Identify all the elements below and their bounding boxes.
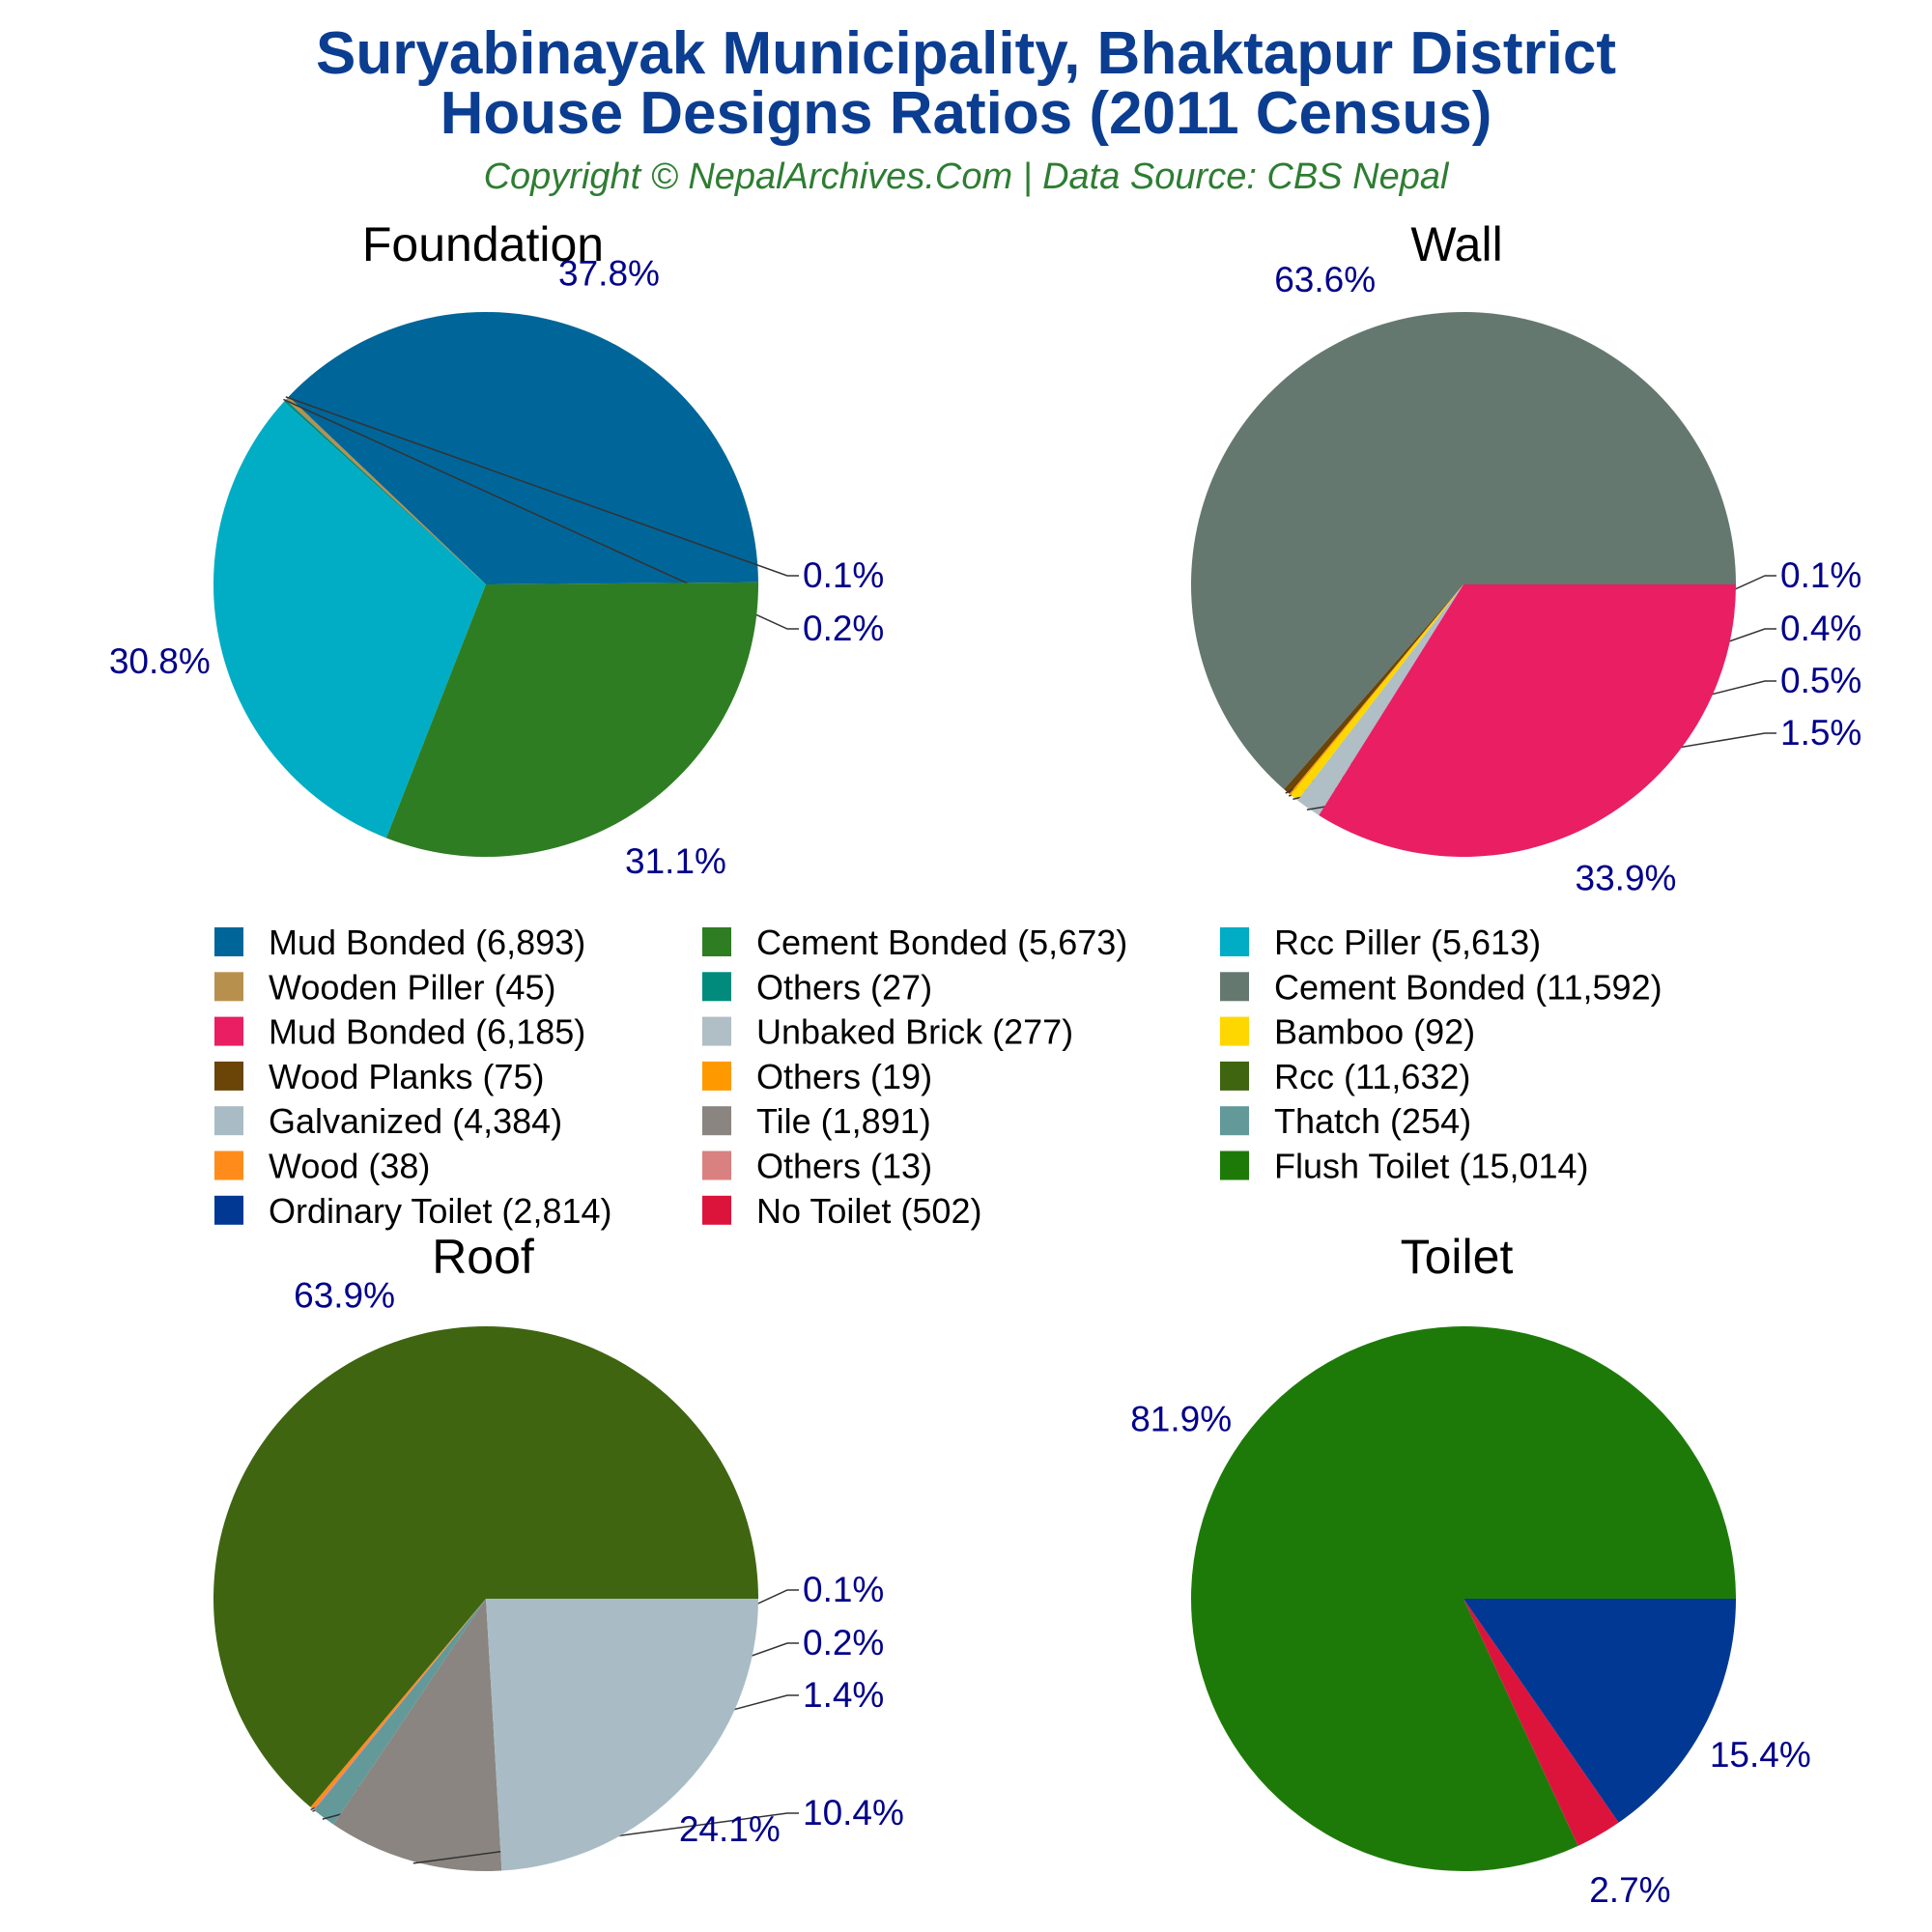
slice-label-foundation-rcc-piller: 30.8% bbox=[109, 641, 211, 681]
legend: Mud Bonded (6,893) Cement Bonded (5,673) R… bbox=[214, 923, 1662, 1231]
slice-label-wall-others: 0.4% bbox=[1780, 609, 1861, 648]
legend-swatch bbox=[214, 1061, 243, 1091]
legend-swatch bbox=[702, 1151, 731, 1180]
legend-swatch bbox=[1220, 1016, 1249, 1046]
chart-title-line2: House Designs Ratios (2011 Census) bbox=[440, 80, 1492, 147]
legend-item-label: Unbaked Brick (277) bbox=[756, 1012, 1073, 1052]
slice-label-wall-wood-planks: 0.1% bbox=[1780, 555, 1861, 595]
legend-item-label: Rcc Piller (5,613) bbox=[1274, 923, 1541, 962]
pie-slice-toilet-flush-toilet bbox=[1190, 1326, 1736, 1872]
legend-item-label: Wood (38) bbox=[269, 1147, 430, 1186]
slice-label-wall-bamboo: 0.5% bbox=[1780, 661, 1861, 700]
pie-slice-foundation-rcc-piller bbox=[213, 401, 486, 838]
pie-title-wall: Wall bbox=[1410, 217, 1502, 271]
pie-slice-foundation-cement-bonded bbox=[385, 582, 758, 857]
pie-slice-roof-others bbox=[313, 1599, 486, 1810]
slice-label-roof-tile: 10.4% bbox=[803, 1793, 904, 1833]
legend-swatch bbox=[1220, 972, 1249, 1002]
pie-slice-foundation-wooden-piller bbox=[285, 396, 486, 584]
legend-item-label: Mud Bonded (6,185) bbox=[269, 1012, 585, 1052]
legend-swatch bbox=[702, 1195, 731, 1225]
slice-label-foundation-others: 0.2% bbox=[803, 609, 884, 648]
pie-slice-wall-cement-bonded bbox=[1190, 312, 1736, 790]
pie-slice-toilet-ordinary-toilet bbox=[1463, 1599, 1736, 1823]
pie-title-foundation: Foundation bbox=[362, 217, 604, 271]
legend-item-label: Others (19) bbox=[756, 1057, 932, 1096]
chart-title-line1: Suryabinayak Municipality, Bhaktapur Dis… bbox=[316, 20, 1616, 87]
legend-swatch bbox=[214, 927, 243, 956]
legend-item-label: Others (27) bbox=[756, 967, 932, 1007]
chart-subtitle: Copyright © NepalArchives.Com | Data Sou… bbox=[484, 156, 1450, 197]
pie-slice-wall-bamboo bbox=[1291, 584, 1463, 801]
legend-swatch bbox=[1220, 1106, 1249, 1136]
pie-slice-roof-rcc bbox=[213, 1325, 758, 1807]
legend-item-label: Ordinary Toilet (2,814) bbox=[269, 1191, 612, 1231]
slice-label-toilet-ordinary-toilet: 15.4% bbox=[1710, 1735, 1811, 1775]
legend-item-label: Tile (1,891) bbox=[756, 1101, 931, 1141]
slice-label-roof-thatch: 1.4% bbox=[803, 1675, 884, 1715]
pie-slice-wall-mud-bonded bbox=[1319, 584, 1736, 857]
pie-slice-foundation-others bbox=[283, 399, 486, 584]
legend-swatch bbox=[1220, 1061, 1249, 1091]
pie-slice-wall-others bbox=[1289, 584, 1463, 796]
legend-swatch bbox=[702, 927, 731, 956]
legend-swatch bbox=[702, 972, 731, 1002]
legend-item-label: Galvanized (4,384) bbox=[269, 1101, 562, 1141]
legend-swatch bbox=[214, 1016, 243, 1046]
slice-label-roof-wood: 0.1% bbox=[803, 1570, 884, 1609]
legend-item-label: Bamboo (92) bbox=[1274, 1012, 1475, 1052]
slice-label-wall-unbaked-brick: 1.5% bbox=[1780, 713, 1861, 753]
legend-swatch bbox=[214, 1151, 243, 1180]
callout-line-foundation-others bbox=[283, 398, 799, 630]
pie-foundation: Foundation 37.8% 0.1% 0.2% 30.8% 31.1% bbox=[109, 217, 885, 881]
legend-swatch bbox=[1220, 1151, 1249, 1180]
callout-line-foundation-wooden-piller bbox=[285, 396, 799, 577]
legend-item-label: Cement Bonded (11,592) bbox=[1274, 967, 1662, 1007]
legend-swatch bbox=[214, 1195, 243, 1225]
legend-swatch bbox=[214, 1106, 243, 1136]
legend-item-label: Cement Bonded (5,673) bbox=[756, 923, 1127, 962]
slice-label-toilet-no-toilet: 2.7% bbox=[1589, 1870, 1670, 1910]
pie-slice-wall-wood-planks bbox=[1284, 584, 1463, 794]
legend-item-label: No Toilet (502) bbox=[756, 1191, 981, 1231]
pie-slice-roof-thatch bbox=[314, 1599, 486, 1825]
pie-toilet: Toilet 81.9% 2.7% 15.4% bbox=[1130, 1230, 1811, 1910]
legend-item-label: Mud Bonded (6,893) bbox=[269, 923, 585, 962]
slice-label-roof-rcc: 63.9% bbox=[294, 1276, 395, 1316]
legend-item-label: Others (13) bbox=[756, 1147, 932, 1186]
slice-label-foundation-wooden-piller: 0.1% bbox=[803, 555, 884, 595]
pie-slice-wall-unbaked-brick bbox=[1297, 584, 1463, 815]
legend-swatch bbox=[702, 1016, 731, 1046]
pie-wall: Wall 63.6% 0.1% 0.4% 0.5% 1.5% 33.9% bbox=[1190, 217, 1861, 898]
slice-label-foundation-cement-bonded: 31.1% bbox=[625, 841, 726, 881]
pie-slice-roof-wood bbox=[310, 1599, 486, 1810]
legend-item-label: Wooden Piller (45) bbox=[269, 967, 555, 1007]
legend-item-label: Thatch (254) bbox=[1274, 1101, 1471, 1141]
slice-label-wall-cement-bonded: 63.6% bbox=[1274, 260, 1376, 299]
slice-label-roof-others: 0.2% bbox=[803, 1623, 884, 1662]
legend-item-label: Wood Planks (75) bbox=[269, 1057, 544, 1096]
legend-swatch bbox=[1220, 927, 1249, 956]
slice-label-wall-mud-bonded: 33.9% bbox=[1576, 859, 1677, 898]
slice-label-roof-galvanized: 24.1% bbox=[679, 1809, 781, 1849]
pie-slice-roof-tile bbox=[333, 1599, 502, 1871]
pie-title-roof: Roof bbox=[432, 1230, 534, 1284]
legend-item-label: Flush Toilet (15,014) bbox=[1274, 1147, 1589, 1186]
slice-label-toilet-flush-toilet: 81.9% bbox=[1130, 1399, 1232, 1438]
legend-swatch bbox=[214, 972, 243, 1002]
legend-swatch bbox=[702, 1061, 731, 1091]
pie-slice-toilet-no-toilet bbox=[1463, 1599, 1619, 1846]
legend-swatch bbox=[702, 1106, 731, 1136]
pie-title-toilet: Toilet bbox=[1401, 1230, 1514, 1284]
pie-slice-roof-galvanized bbox=[486, 1599, 758, 1871]
legend-item-label: Rcc (11,632) bbox=[1274, 1057, 1470, 1096]
pie-slice-foundation-mud-bonded bbox=[288, 312, 758, 584]
pie-roof: Roof 63.9% 0.1% 0.2% 1.4% 10.4% 24.1% bbox=[213, 1230, 904, 1871]
slice-label-foundation-mud-bonded: 37.8% bbox=[558, 253, 660, 293]
